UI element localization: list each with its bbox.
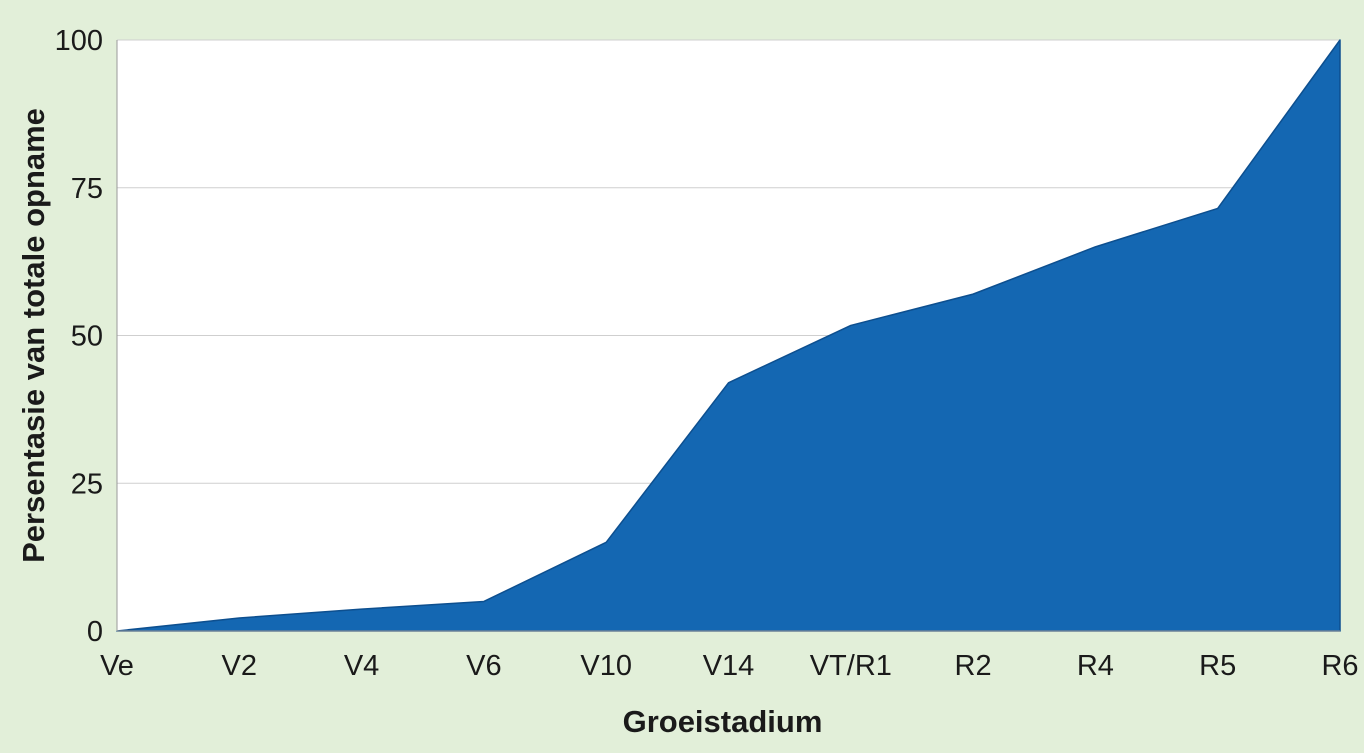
y-tick-label: 75	[71, 173, 103, 205]
area-series	[116, 39, 1341, 632]
x-axis-title: Groeistadium	[623, 704, 823, 739]
y-tick-label: 25	[71, 468, 103, 500]
x-tick-label: Ve	[100, 650, 134, 682]
x-tick-label: R2	[955, 650, 992, 682]
x-tick-label: V4	[344, 650, 379, 682]
x-axis-tick-labels: Ve V2 V4 V6 V10 V14 VT/R1 R2 R4 R5 R6	[100, 650, 1358, 682]
y-tick-label: 50	[71, 321, 103, 353]
y-tick-label: 100	[55, 25, 103, 57]
x-tick-label: V2	[222, 650, 257, 682]
x-tick-label: R4	[1077, 650, 1114, 682]
x-tick-label: V14	[703, 650, 755, 682]
x-tick-label: R5	[1199, 650, 1236, 682]
x-tick-label: V6	[466, 650, 501, 682]
axes	[116, 40, 1340, 632]
y-tick-label: 0	[87, 616, 103, 648]
y-axis-title: Persentasie van totale opname	[16, 108, 51, 563]
y-axis-tick-labels: 0 25 50 75 100	[55, 25, 103, 648]
x-tick-label: V10	[580, 650, 632, 682]
x-tick-label: R6	[1321, 650, 1358, 682]
x-tick-label: VT/R1	[810, 650, 892, 682]
